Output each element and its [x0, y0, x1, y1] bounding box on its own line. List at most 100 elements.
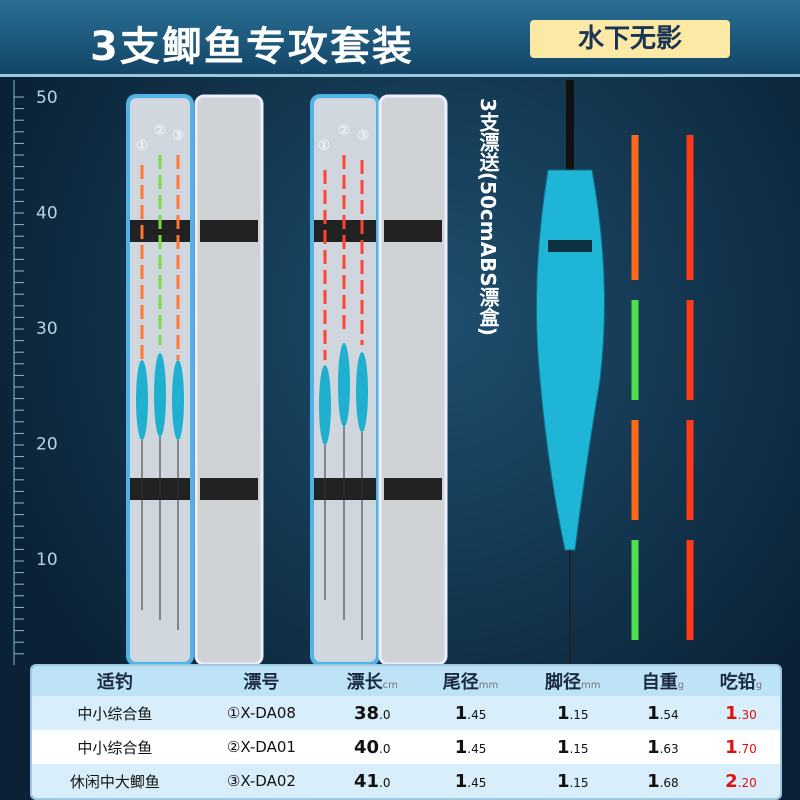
table-cell: 40.0 — [325, 730, 420, 764]
header-cell: 脚径mm — [521, 666, 624, 696]
value-main: 1 — [556, 702, 570, 724]
value-decimal: .15 — [569, 741, 589, 756]
header-label: 漂长 — [346, 672, 383, 693]
header-cell: 漂长cm — [325, 666, 420, 696]
ruler-label: 30 — [36, 319, 58, 339]
table-cell: 1.70 — [701, 730, 780, 764]
table-cell: 1.15 — [521, 730, 624, 764]
value-decimal: .45 — [467, 707, 487, 722]
value-decimal: .30 — [737, 707, 757, 722]
value-main: 38 — [353, 702, 380, 724]
table-cell: ②X-DA01 — [197, 730, 326, 764]
value-main: 1 — [556, 770, 570, 792]
table-row: 中小综合鱼 ①X-DA08 38.0 1.45 1.15 1.54 1.30 — [32, 696, 780, 730]
table-cell: 1.45 — [419, 730, 522, 764]
header-unit: g — [677, 680, 685, 691]
big-float — [535, 80, 605, 665]
header-unit: mm — [581, 680, 601, 691]
table-row: 中小综合鱼 ②X-DA01 40.0 1.45 1.15 1.63 1.70 — [32, 730, 780, 764]
box-1 — [126, 94, 264, 665]
value-main: 1 — [647, 736, 660, 758]
value-decimal: .63 — [659, 741, 679, 756]
table-cell: 1.15 — [521, 764, 624, 798]
cell-text: ③X-DA02 — [226, 772, 296, 790]
float-number: ② — [154, 123, 167, 139]
float-number: ② — [338, 123, 351, 139]
gift-note: 3支漂送(50cmABS漂盒) — [476, 98, 500, 336]
table-cell: 1.54 — [623, 696, 702, 730]
ruler-label: 10 — [36, 550, 58, 570]
title: 3支鲫鱼专攻套装 — [90, 24, 414, 70]
ruler-label: 40 — [36, 204, 58, 224]
float-number: ① — [318, 138, 331, 154]
value-decimal: .68 — [659, 775, 679, 790]
header-cell: 自重g — [623, 666, 702, 696]
value-decimal: .15 — [569, 707, 589, 722]
float-number: ① — [136, 138, 149, 154]
header-unit: cm — [382, 680, 398, 691]
table-cell: 1.68 — [623, 764, 702, 798]
header-cell: 吃铅g — [701, 666, 780, 696]
value-decimal: .45 — [467, 741, 487, 756]
table-cell: 1.45 — [419, 764, 522, 798]
table-cell: 1.15 — [521, 696, 624, 730]
badge: 水下无影 — [530, 20, 730, 58]
value-main: 1 — [454, 770, 468, 792]
value-decimal: .0 — [379, 741, 391, 756]
table-cell: 休闲中大鲫鱼 — [32, 764, 198, 798]
table-cell: 1.30 — [701, 696, 780, 730]
header-row: 适钓 漂号 漂长cm 尾径mm 脚径mm 自重g 吃铅g — [32, 666, 780, 696]
value-decimal: .0 — [379, 707, 391, 722]
header-unit: g — [755, 680, 763, 691]
header-label: 漂号 — [243, 672, 280, 693]
header-label: 自重 — [641, 672, 678, 693]
value-main: 1 — [647, 770, 660, 792]
float-number: ③ — [357, 128, 370, 144]
spec-table: 适钓 漂号 漂长cm 尾径mm 脚径mm 自重g 吃铅g 中小综合鱼 ①X-DA08 38.0 1.… — [30, 664, 782, 800]
cell-text: 中小综合鱼 — [77, 704, 153, 723]
value-main: 41 — [353, 770, 380, 792]
ruler-label: 20 — [36, 435, 58, 455]
table-row: 休闲中大鲫鱼 ③X-DA02 41.0 1.45 1.15 1.68 2.20 — [32, 764, 780, 798]
header-cell: 尾径mm — [419, 666, 522, 696]
header-unit: mm — [478, 680, 499, 691]
ruler: 50 40 30 20 10 — [13, 80, 58, 665]
value-decimal: .15 — [569, 775, 589, 790]
value-main: 1 — [725, 736, 738, 758]
cell-text: ①X-DA08 — [226, 704, 296, 722]
table-cell: ①X-DA08 — [197, 696, 326, 730]
table-cell: 2.20 — [701, 764, 780, 798]
value-decimal: .54 — [659, 707, 679, 722]
header-cell: 适钓 — [32, 666, 198, 696]
header-label: 适钓 — [96, 672, 133, 693]
value-main: 2 — [725, 770, 738, 792]
glow-sticks — [631, 135, 694, 640]
table-cell: ③X-DA02 — [197, 764, 326, 798]
value-decimal: .0 — [379, 775, 391, 790]
header-cell: 漂号 — [197, 666, 326, 696]
value-main: 1 — [725, 702, 738, 724]
cell-text: ②X-DA01 — [226, 738, 296, 756]
header-label: 吃铅 — [719, 672, 756, 693]
float-marks: ①② ③①② ③ — [136, 123, 370, 154]
table-cell: 38.0 — [325, 696, 420, 730]
value-decimal: .20 — [737, 775, 757, 790]
cell-text: 中小综合鱼 — [77, 738, 153, 757]
value-main: 1 — [454, 736, 468, 758]
table-cell: 中小综合鱼 — [32, 696, 198, 730]
value-main: 1 — [556, 736, 570, 758]
value-decimal: .45 — [467, 775, 487, 790]
header-label: 尾径 — [442, 672, 479, 693]
table-cell: 中小综合鱼 — [32, 730, 198, 764]
value-main: 1 — [647, 702, 660, 724]
table-cell: 41.0 — [325, 764, 420, 798]
header-label: 脚径 — [545, 672, 582, 693]
table-cell: 1.63 — [623, 730, 702, 764]
cell-text: 休闲中大鲫鱼 — [69, 772, 160, 791]
value-main: 1 — [454, 702, 468, 724]
box-2 — [310, 94, 448, 665]
table-cell: 1.45 — [419, 696, 522, 730]
value-decimal: .70 — [737, 741, 757, 756]
